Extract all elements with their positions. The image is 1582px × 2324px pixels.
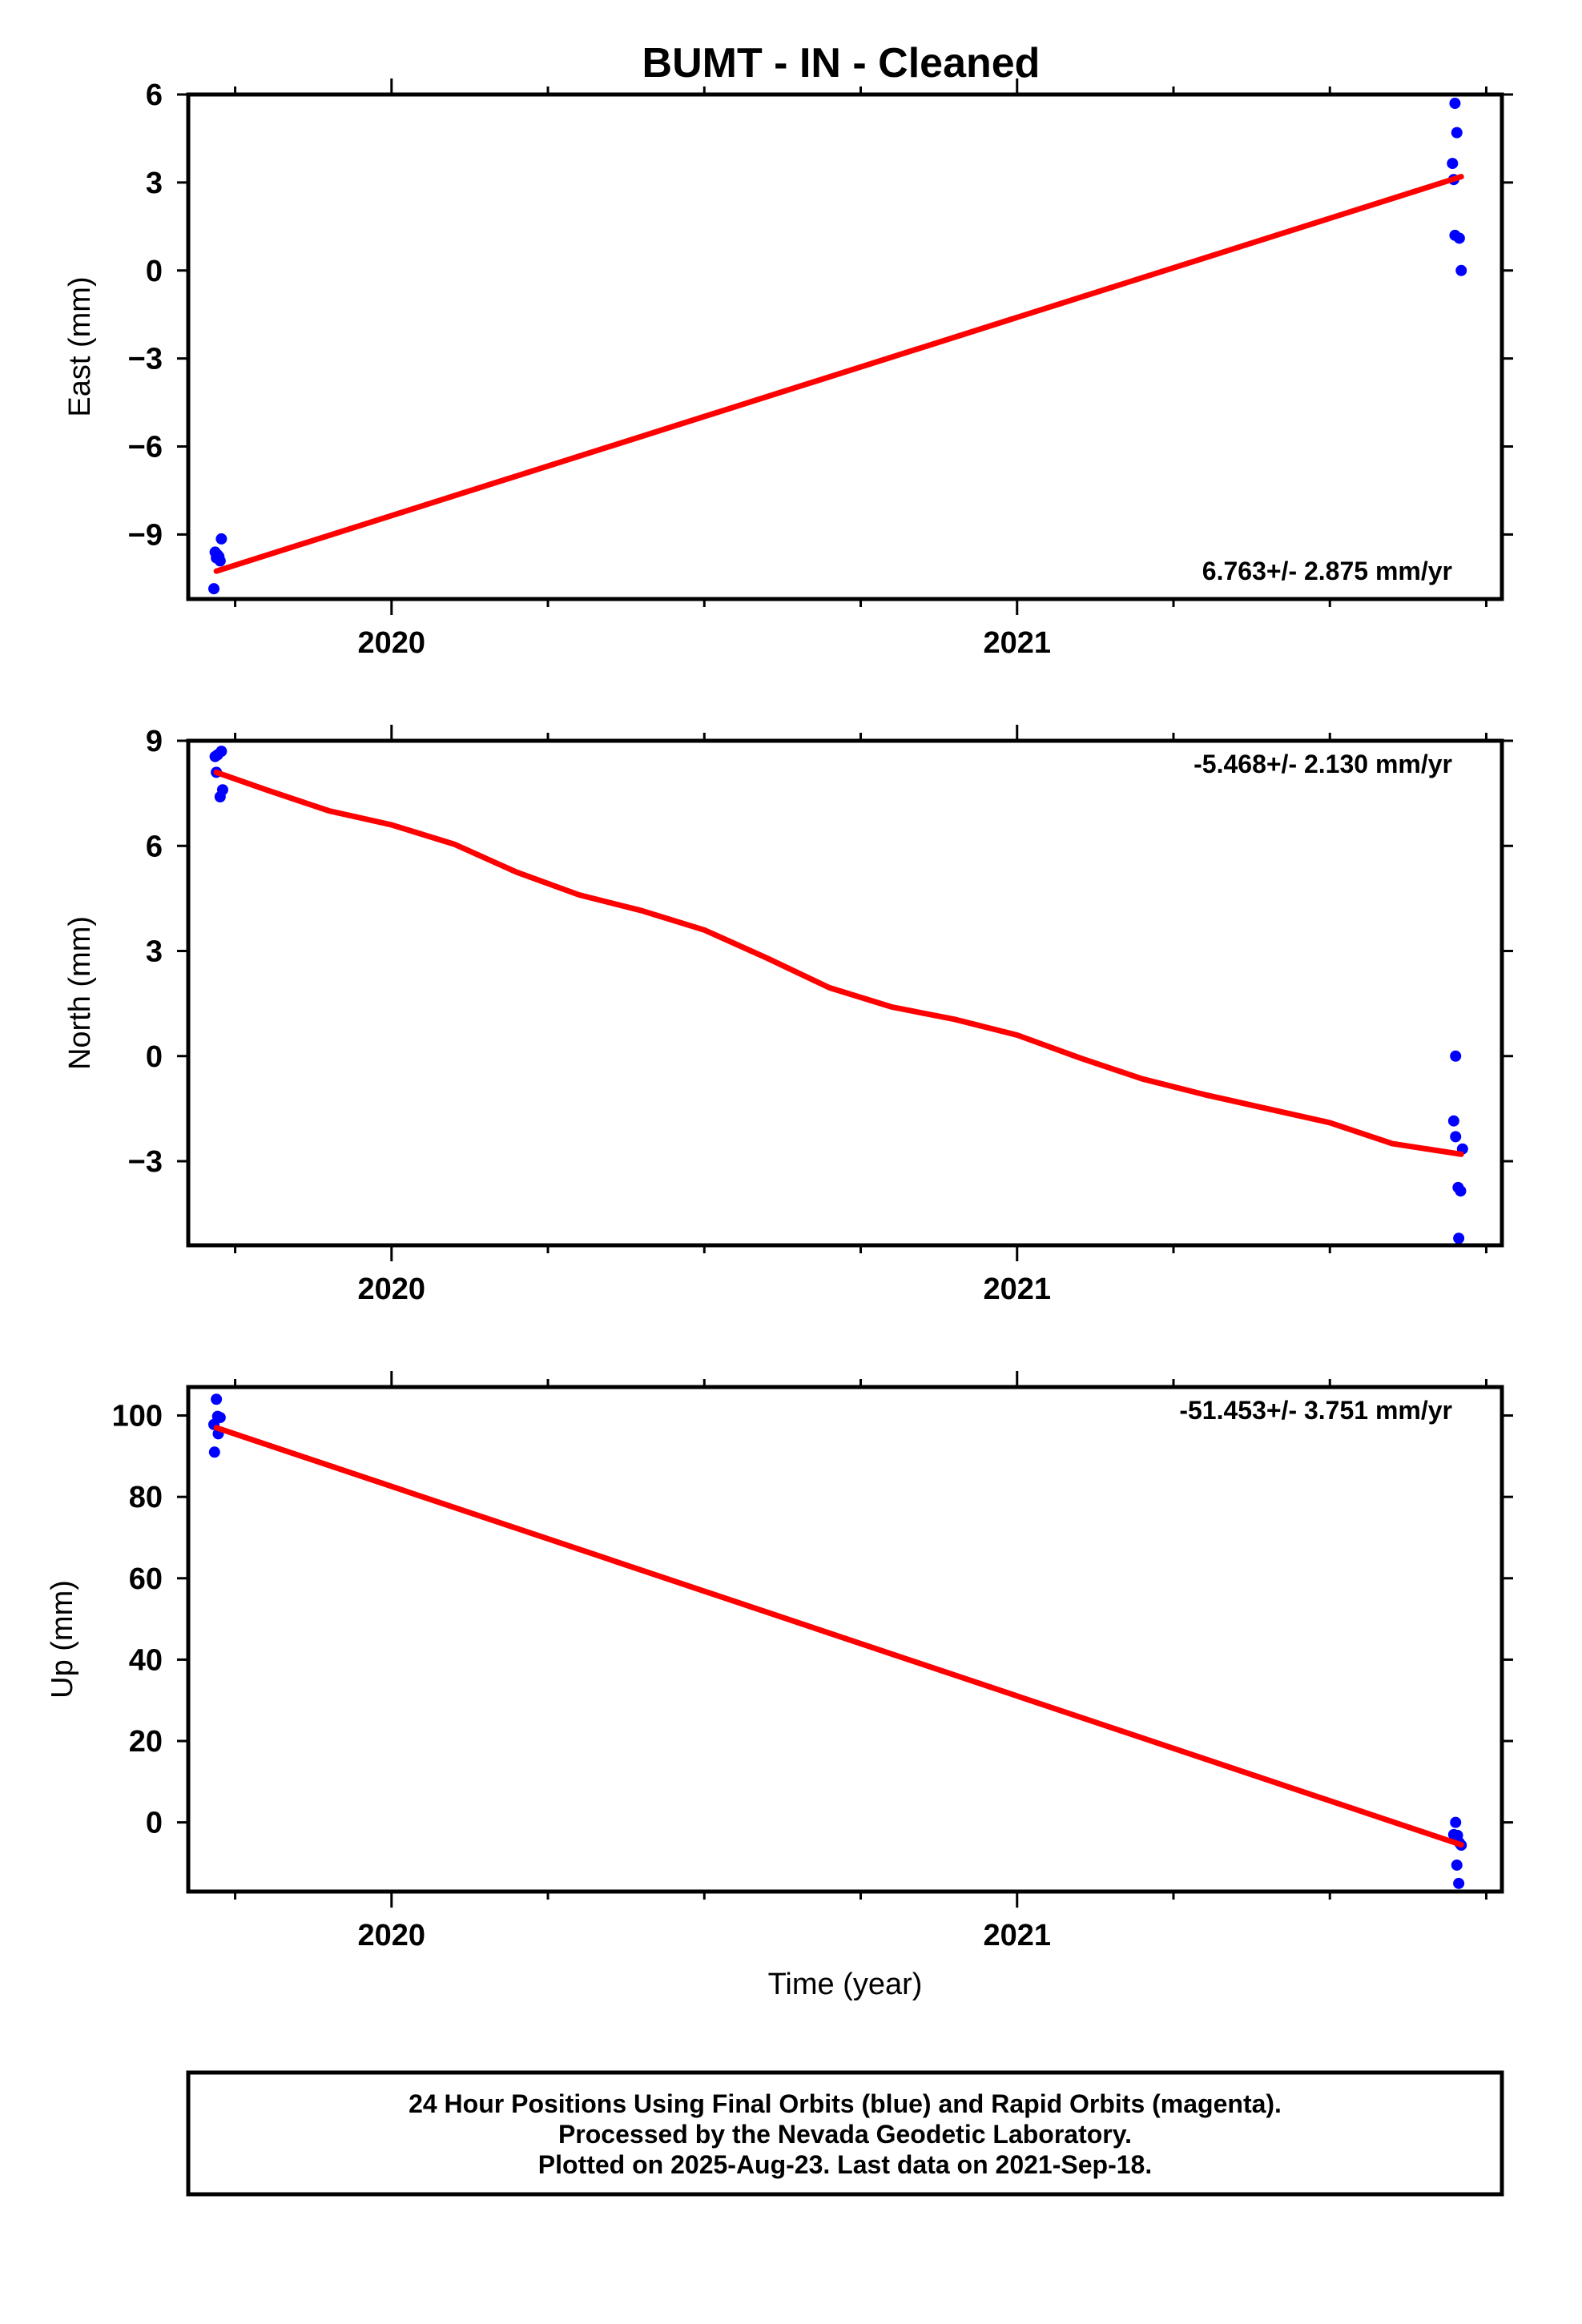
data-point <box>1453 1877 1465 1889</box>
x-tick-label: 2020 <box>358 1919 426 1952</box>
data-point <box>1449 97 1461 109</box>
x-tick-label: 2021 <box>983 1273 1051 1306</box>
y-axis-label: East (mm) <box>63 276 97 416</box>
footer-frame <box>186 2070 1504 2197</box>
data-point <box>208 583 220 595</box>
footer-line-1: 24 Hour Positions Using Final Orbits (bl… <box>409 2089 1282 2118</box>
y-tick-label: 20 <box>129 1725 163 1759</box>
rate-label: -51.453+/- 3.751 mm/yr <box>1179 1396 1452 1425</box>
y-tick-label: −6 <box>128 431 163 464</box>
fit-line <box>213 769 1464 1157</box>
panel-1: 6 3 0 −3 −6 −9 2020 2021 East (mm) 6.763+/- 2.875… <box>63 78 1513 660</box>
data-point <box>208 1446 220 1458</box>
plot-frame <box>186 92 1504 601</box>
chart-title: BUMT - IN - Cleaned <box>642 40 1041 86</box>
data-point <box>1450 1816 1462 1828</box>
y-axis-label: North (mm) <box>63 916 97 1070</box>
panel-2: 9 6 3 0 −3 2020 2021 North (mm) -5.468+/- 2.130 … <box>63 725 1513 1306</box>
y-tick-label: 60 <box>129 1562 163 1596</box>
footer-line-2: Processed by the Nevada Geodetic Laborat… <box>558 2120 1132 2149</box>
data-point <box>1450 1050 1462 1062</box>
y-tick-label: 0 <box>146 1040 163 1074</box>
data-point <box>215 533 227 545</box>
data-point <box>216 784 228 796</box>
data-point <box>214 555 226 567</box>
x-axis-label: Time (year) <box>768 1968 923 2001</box>
data-point <box>211 1393 223 1405</box>
y-tick-label: 100 <box>112 1400 163 1433</box>
data-point <box>1447 158 1459 170</box>
plot-frame <box>186 738 1504 1248</box>
y-tick-label: 9 <box>146 725 163 758</box>
rate-label: 6.763+/- 2.875 mm/yr <box>1202 557 1452 585</box>
y-axis-label: Up (mm) <box>46 1580 79 1699</box>
fit-line <box>213 1425 1464 1848</box>
panel-3: 100 80 60 40 20 0 2020 2021 Up (mm) Time (year) -5… <box>46 1371 1513 2001</box>
y-tick-label: 0 <box>146 255 163 288</box>
data-point <box>1455 1185 1467 1197</box>
y-tick-label: −3 <box>128 343 163 376</box>
data-point <box>1455 264 1467 276</box>
y-tick-label: 6 <box>146 830 163 863</box>
y-tick-label: −9 <box>128 518 163 552</box>
plot-frame <box>186 1385 1504 1894</box>
y-tick-label: 3 <box>146 935 163 969</box>
data-point <box>215 746 227 758</box>
data-point <box>1447 1115 1459 1127</box>
rate-label: -5.468+/- 2.130 mm/yr <box>1194 750 1452 778</box>
panels: 6 3 0 −3 −6 −9 2020 2021 East (mm) 6.763+/- 2.875… <box>46 78 1513 2001</box>
x-tick-label: 2021 <box>983 626 1051 660</box>
data-point <box>1451 127 1463 139</box>
footer-box: 24 Hour Positions Using Final Orbits (bl… <box>186 2070 1504 2197</box>
y-tick-label: −3 <box>128 1145 163 1179</box>
y-tick-label: 80 <box>129 1481 163 1514</box>
y-tick-label: 3 <box>146 167 163 200</box>
y-tick-label: 0 <box>146 1807 163 1840</box>
x-tick-label: 2020 <box>358 1273 426 1306</box>
data-point <box>1453 1232 1465 1244</box>
x-tick-label: 2020 <box>358 626 426 660</box>
x-tick-label: 2021 <box>983 1919 1051 1952</box>
data-point <box>1453 232 1465 244</box>
y-tick-label: 40 <box>129 1643 163 1677</box>
footer-line-3: Plotted on 2025-Aug-23. Last data on 202… <box>538 2150 1152 2179</box>
fit-line <box>213 174 1464 574</box>
data-point <box>1450 1131 1462 1143</box>
data-point <box>1451 1859 1463 1871</box>
y-tick-label: 6 <box>146 78 163 112</box>
